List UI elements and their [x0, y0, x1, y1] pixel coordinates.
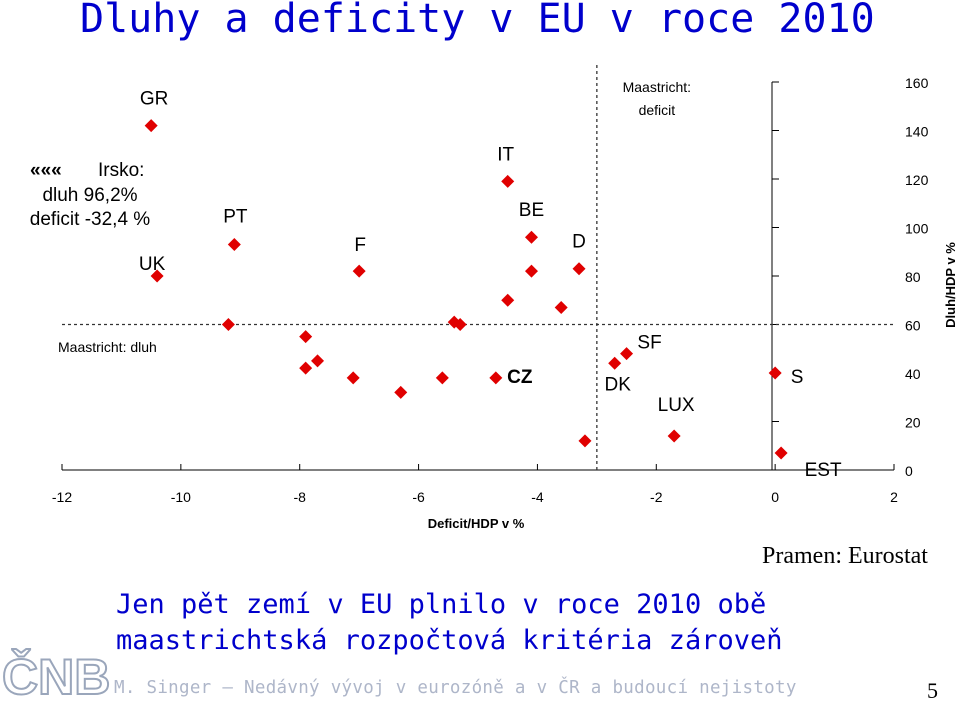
data-point-f: [352, 264, 366, 278]
x-tick-label: -8: [293, 489, 306, 505]
maastricht-debt-label: Maastricht: dluh: [58, 339, 157, 355]
ireland-debt-label: dluh 96,2%: [42, 185, 137, 206]
data-point-it: [501, 174, 515, 188]
data-point-d: [572, 262, 586, 276]
point-label-it: IT: [497, 144, 514, 165]
point-label-est: EST: [805, 460, 842, 481]
ireland-arrows-icon: «««: [30, 160, 62, 181]
y-tick-label: 20: [905, 415, 921, 431]
point-label-dk: DK: [604, 374, 631, 395]
point-label-f: F: [354, 235, 366, 256]
data-point-lux: [667, 429, 681, 443]
point-label-sf: SF: [637, 333, 661, 354]
data-point: [311, 354, 325, 368]
data-point: [554, 301, 568, 315]
ireland-deficit-label: deficit -32,4 %: [30, 209, 150, 230]
point-label-cz: CZ: [507, 367, 533, 388]
data-point: [501, 293, 515, 307]
data-point-est: [774, 446, 788, 460]
conclusion-line-1: Jen pět zemí v EU plnilo v roce 2010 obě: [116, 589, 767, 620]
slide-title: Dluhy a deficity v EU v roce 2010: [80, 0, 875, 42]
cnb-logo: ČNB: [2, 648, 111, 700]
x-axis-ticks: -12 -10 -8 -6 -4 -2 0 2: [52, 464, 898, 505]
data-point-dk: [608, 356, 622, 370]
y-tick-label: 60: [905, 318, 921, 334]
point-label-d: D: [572, 232, 586, 253]
point-label-pt: PT: [223, 206, 248, 227]
conclusion-line-2: maastrichtská rozpočtová kritéria zárove…: [116, 625, 783, 656]
y-tick-label: 40: [905, 366, 921, 382]
data-point: [453, 318, 467, 331]
data-point-gr: [144, 119, 158, 133]
point-label-gr: GR: [140, 89, 169, 110]
x-tick-label: -6: [412, 489, 425, 505]
source-note: Pramen: Eurostat: [762, 543, 928, 569]
y-tick-label: 0: [905, 463, 913, 479]
data-point: [346, 371, 360, 385]
x-tick-label: -4: [531, 489, 544, 505]
x-tick-label: -2: [650, 489, 663, 505]
y-axis-ticks: 0 20 40 60 80 100 120 140 160: [772, 75, 929, 479]
point-labels: GR UK PT F IT BE D CZ DK SF LUX S EST: [139, 89, 842, 481]
data-point-sf: [620, 347, 634, 361]
maastricht-deficit-label-line2: deficit: [639, 102, 676, 118]
data-point: [221, 318, 235, 331]
data-point: [394, 385, 408, 399]
data-point: [524, 264, 538, 278]
data-point: [578, 434, 592, 448]
maastricht-deficit-label-line1: Maastricht:: [623, 79, 691, 95]
data-point-pt: [227, 237, 241, 251]
ireland-annotation: ««« Irsko: dluh 96,2% deficit -32,4 %: [30, 160, 150, 230]
point-label-lux: LUX: [658, 395, 695, 416]
data-point-uk: [150, 269, 164, 283]
y-tick-label: 80: [905, 269, 921, 285]
x-tick-label: -12: [52, 489, 72, 505]
data-point: [299, 330, 313, 344]
data-point-s: [768, 366, 782, 380]
y-tick-label: 100: [905, 221, 929, 237]
y-tick-label: 120: [905, 172, 929, 188]
data-points: [144, 119, 788, 460]
page-number: 5: [927, 678, 938, 703]
x-tick-label: 2: [890, 489, 898, 505]
y-axis-title: Dluh/HDP v %: [943, 242, 958, 328]
data-point-be: [524, 230, 538, 244]
data-point: [435, 371, 449, 385]
y-tick-label: 140: [905, 124, 929, 140]
maastricht-reference-lines: [62, 65, 894, 470]
point-label-be: BE: [519, 200, 544, 221]
cnb-logo-text: ČNB: [2, 648, 110, 700]
data-point: [299, 361, 313, 375]
x-tick-label: 0: [771, 489, 779, 505]
point-label-s: S: [791, 367, 804, 388]
x-axis-title: Deficit/HDP v %: [428, 516, 525, 531]
y-tick-label: 160: [905, 75, 929, 91]
x-tick-label: -10: [171, 489, 191, 505]
footer-text: M. Singer – Nedávný vývoj v eurozóně a v…: [114, 678, 797, 698]
point-label-uk: UK: [139, 254, 166, 275]
data-point-cz: [489, 371, 503, 385]
ireland-label: Irsko:: [98, 160, 144, 181]
